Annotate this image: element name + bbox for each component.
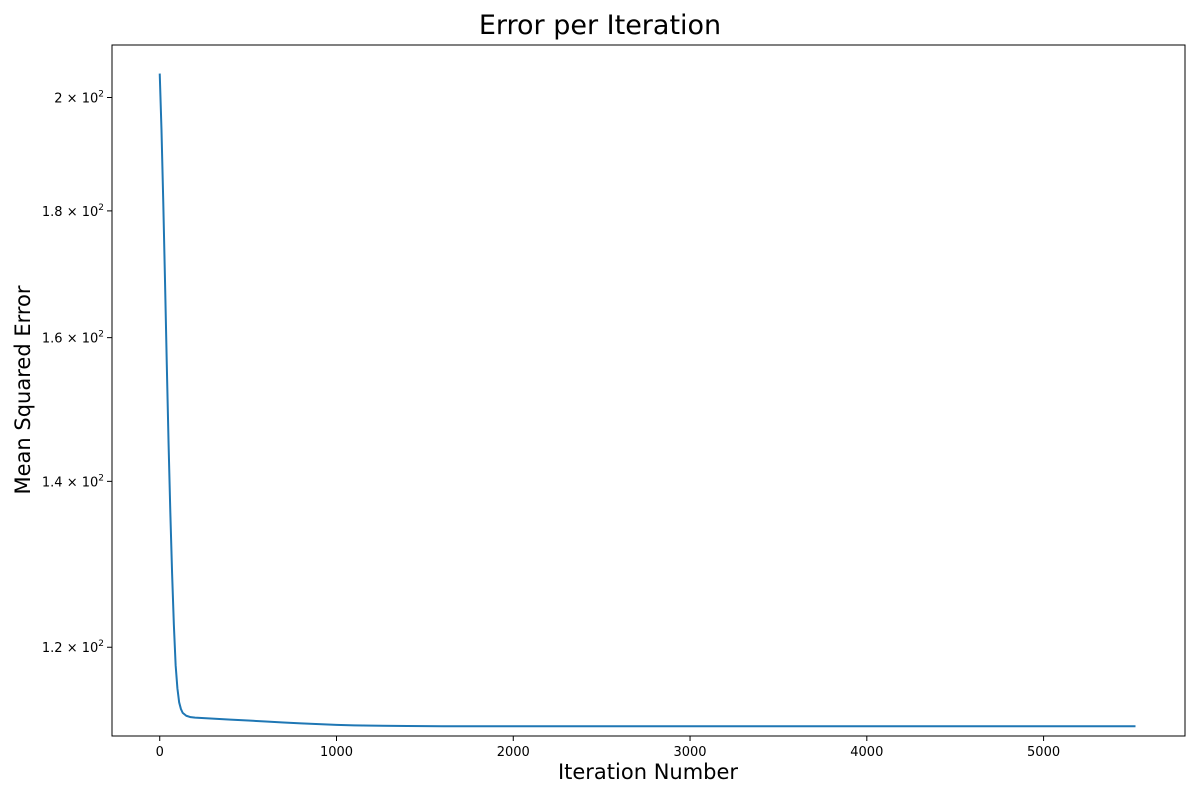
x-tick-label: 5000 [1027,745,1060,760]
y-axis-ticks: 1.2 × 102 1.4 × 102 1.6 × 102 1.8 × 102 2 × … [42,90,112,656]
y-tick-label: 2 × 102 [54,90,104,107]
plot-area [158,73,1136,728]
y-tick-label: 1.8 × 102 [42,203,104,220]
x-tick-label: 2000 [497,745,530,760]
plot-frame [111,44,1186,737]
series-line-1 [158,73,1136,728]
y-axis-label: Mean Squared Error [11,285,35,495]
x-axis-label: Iteration Number [557,760,739,784]
chart-title: Error per Iteration [478,10,722,41]
y-tick-label: 1.4 × 102 [42,473,104,490]
y-tick-label: 1.6 × 102 [42,330,104,347]
x-axis-ticks: 0 1000 2000 3000 4000 5000 [156,736,1060,760]
x-tick-label: 1000 [320,745,353,760]
x-tick-label: 4000 [850,745,883,760]
y-tick-label: 1.2 × 102 [42,639,104,656]
x-tick-label: 3000 [673,745,706,760]
x-tick-label: 0 [156,745,164,760]
